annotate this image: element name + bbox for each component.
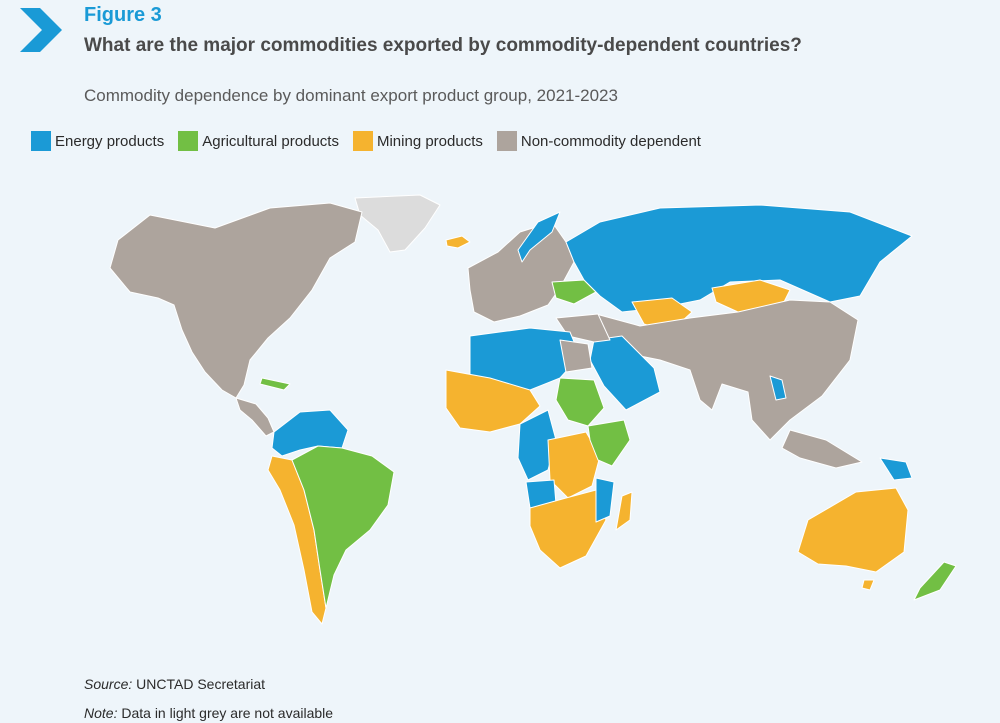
region-ukraine [551,279,597,305]
region-new-zealand [913,561,957,601]
note-text: Data in light grey are not available [121,705,334,721]
source-label: Source: [84,676,133,692]
source-text: UNCTAD Secretariat [136,676,266,692]
legend-swatch [496,131,517,151]
region-sudan [555,377,605,427]
legend-label: Energy products [55,132,165,150]
region-arabian-peninsula [589,335,661,411]
legend-swatch [352,131,373,151]
region-mozambique [595,477,615,523]
region-egypt [559,339,593,373]
region-laos [769,375,787,401]
legend-item-mining: Mining products [352,131,483,151]
legend-label: Agricultural products [202,132,339,150]
note-line: Note: Data in light grey are not availab… [84,705,333,721]
region-papua-new-guinea [879,457,913,481]
legend-item-agricultural: Agricultural products [178,131,339,151]
region-southeast-asia-islands [781,429,863,469]
legend-swatch [31,131,51,151]
legend-label: Non-commodity dependent [520,132,701,150]
legend-swatch [178,131,199,151]
figure-subtitle: Commodity dependence by dominant export … [84,86,618,105]
region-europe [467,221,575,323]
region-iceland [445,235,471,249]
region-central-africa [517,409,557,481]
legend-item-non-commodity: Non-commodity dependent [496,131,701,151]
legend-item-energy: Energy products [31,131,164,151]
figure-label: Figure 3 [84,4,162,26]
region-east-africa [587,419,631,467]
region-central-america [235,397,275,437]
region-southern-africa [529,489,607,569]
world-map [109,194,957,625]
source-line: Source: UNCTAD Secretariat [84,676,265,692]
region-australia [797,487,909,573]
region-tasmania [861,579,875,591]
legend: Energy products Agricultural products Mi… [31,131,715,151]
region-greenland [354,194,441,253]
figure-title: What are the major commodities exported … [84,35,802,56]
note-label: Note: [84,705,118,721]
region-madagascar [615,491,633,531]
region-russia [565,204,913,313]
legend-label: Mining products [376,132,483,150]
region-north-america [109,202,363,399]
region-asia [595,299,859,441]
region-south-america-east [291,445,395,609]
region-cuba [259,377,291,391]
region-norway [517,211,561,263]
chevron-icon [20,8,62,52]
